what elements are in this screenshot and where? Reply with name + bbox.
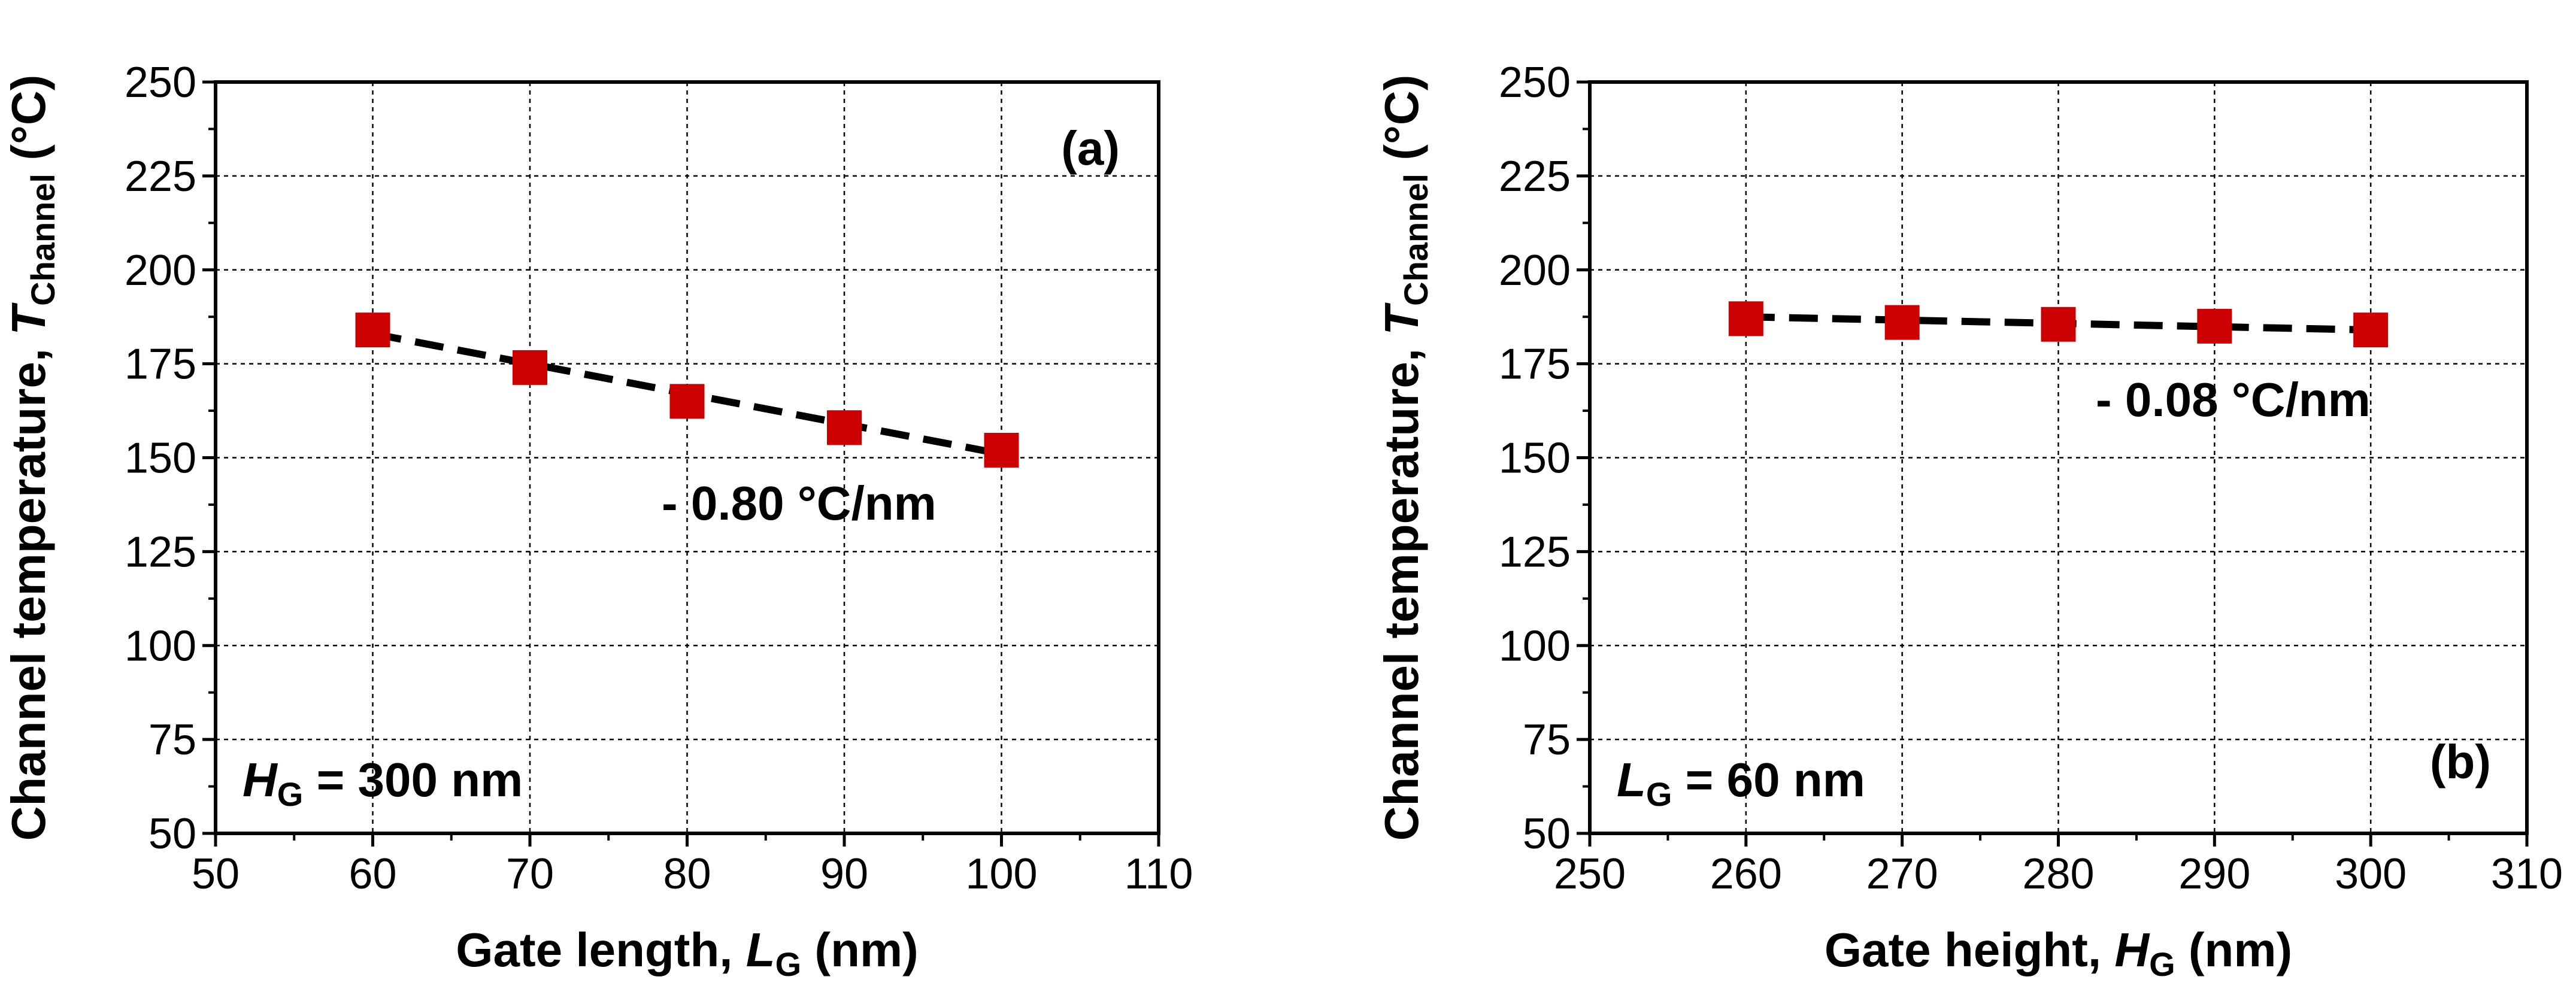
x-tick-label: 110 (1125, 850, 1193, 898)
y-tick-label: 250 (125, 59, 196, 107)
y-axis-label-a: Channel temperature, TChannel (°C) (2, 75, 62, 841)
y-tick-label: 150 (1499, 435, 1571, 483)
x-tick-label: 260 (1710, 850, 1782, 898)
y-tick-label: 150 (125, 435, 196, 483)
y-tick-label: 50 (1523, 810, 1571, 858)
y-tick-label: 50 (149, 810, 196, 858)
x-tick-labels-b: 250 260 270 280 290 300 310 (1554, 850, 2563, 898)
x-tick-label: 270 (1866, 850, 1938, 898)
y-tick-label: 100 (125, 622, 196, 670)
x-tick-label: 80 (663, 850, 711, 898)
x-axis-label-b: Gate height, HG (nm) (1825, 923, 2292, 983)
x-tick-label: 50 (192, 850, 240, 898)
data-point (669, 384, 705, 419)
y-tick-label: 200 (125, 247, 196, 295)
markers-b (1728, 301, 2389, 348)
panel-a: 50 60 70 80 90 100 110 50 75 100 125 150 175 200 225 2… (2, 59, 1193, 983)
grid-a (216, 82, 1159, 833)
x-tick-label: 300 (2335, 850, 2407, 898)
data-point (2197, 308, 2232, 344)
panel-label-b: (b) (2430, 735, 2491, 788)
data-point (355, 313, 390, 348)
condition-annotation-b: LG = 60 nm (1617, 753, 1865, 813)
data-point (1728, 301, 1763, 336)
y-tick-label: 125 (1499, 528, 1571, 576)
tick-marks-b (1577, 80, 2529, 847)
x-tick-label: 310 (2491, 850, 2563, 898)
y-axis-label-b: Channel temperature, TChannel (°C) (1375, 75, 1435, 841)
slope-annotation-a: - 0.80 °C/nm (662, 477, 937, 530)
minor-ticks-b (1583, 128, 2450, 841)
data-point (2353, 313, 2389, 348)
data-point (1884, 305, 1920, 340)
data-point (513, 350, 547, 385)
data-point (2041, 307, 2076, 342)
tick-marks-a (202, 80, 1160, 847)
minor-ticks-a (208, 128, 1081, 841)
y-tick-labels-b: 50 75 100 125 150 175 200 225 250 (1499, 59, 1571, 858)
x-tick-label: 90 (820, 850, 868, 898)
x-tick-label: 60 (348, 850, 396, 898)
condition-annotation-a: HG = 300 nm (243, 753, 523, 813)
x-tick-label: 70 (506, 850, 554, 898)
x-tick-label: 100 (965, 850, 1037, 898)
y-tick-label: 200 (1499, 247, 1571, 295)
x-tick-label: 250 (1554, 850, 1626, 898)
grid-b (1590, 82, 2527, 833)
y-tick-label: 75 (149, 716, 196, 764)
slope-annotation-b: - 0.08 °C/nm (2096, 373, 2371, 426)
y-tick-label: 250 (1499, 59, 1571, 107)
y-tick-label: 100 (1499, 622, 1571, 670)
y-tick-label: 75 (1523, 716, 1571, 764)
data-point (984, 432, 1019, 468)
y-tick-label: 175 (1499, 341, 1571, 389)
data-point (827, 410, 862, 445)
x-tick-label: 280 (2022, 850, 2094, 898)
y-tick-label: 125 (125, 528, 196, 576)
y-tick-labels-a: 50 75 100 125 150 175 200 225 250 (125, 59, 196, 858)
x-tick-labels-a: 50 60 70 80 90 100 110 (192, 850, 1193, 898)
markers-a (355, 313, 1019, 468)
x-axis-label-a: Gate length, LG (nm) (456, 923, 918, 983)
panel-b: 250 260 270 280 290 300 310 50 75 100 125 150 175 20… (1375, 59, 2563, 983)
x-tick-label: 290 (2178, 850, 2250, 898)
y-tick-label: 175 (125, 341, 196, 389)
y-tick-label: 225 (125, 153, 196, 201)
y-tick-label: 225 (1499, 153, 1571, 201)
panel-label-a: (a) (1061, 122, 1120, 175)
